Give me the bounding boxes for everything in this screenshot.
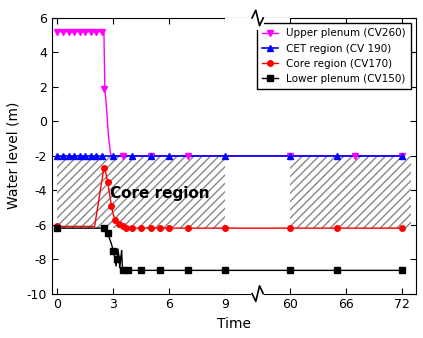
Bar bbox=[225, 18, 290, 294]
Bar bbox=[251, 6, 264, 29]
Bar bbox=[251, 282, 264, 305]
Legend: Upper plenum (CV260), CET region (CV 190), Core region (CV170), Lower plenum (CV: Upper plenum (CV260), CET region (CV 190… bbox=[257, 23, 411, 89]
X-axis label: Time: Time bbox=[217, 317, 251, 331]
Text: Core region: Core region bbox=[110, 186, 210, 201]
Y-axis label: Water level (m): Water level (m) bbox=[7, 102, 21, 210]
